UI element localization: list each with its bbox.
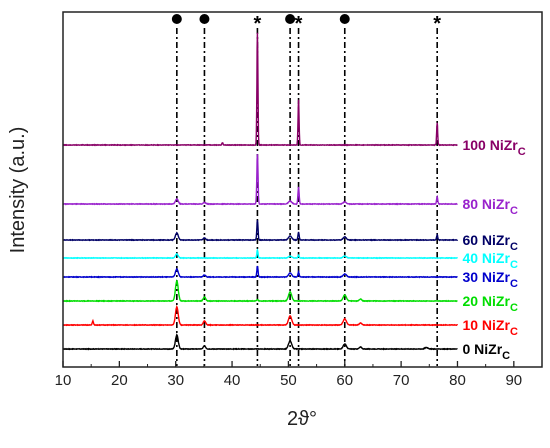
x-tick-label: 70 [393, 372, 410, 389]
reference-lines [176, 28, 438, 366]
series-label: 60 NiZrC [462, 232, 517, 253]
y-axis-title: Intensity (a.u.) [7, 127, 29, 254]
x-tick-label: 50 [280, 372, 297, 389]
star-marker: * [295, 13, 303, 35]
x-tick-label: 10 [55, 372, 72, 389]
series-label: 0 NiZrC [462, 341, 510, 362]
x-tick-label: 90 [505, 372, 522, 389]
series-label: 40 NiZrC [462, 250, 517, 271]
series-label: 100 NiZrC [462, 137, 525, 158]
circle-marker [285, 14, 296, 24]
series-line [62, 265, 458, 279]
series-line [62, 333, 458, 351]
reference-markers: * * * [171, 13, 441, 35]
series-line [62, 279, 458, 303]
x-tick-label: 20 [111, 372, 128, 389]
series-label: 20 NiZrC [462, 293, 517, 314]
x-tick-label: 60 [336, 372, 353, 389]
x-tick-label: 40 [224, 372, 241, 389]
series-line [62, 248, 458, 260]
series-label: 10 NiZrC [462, 317, 517, 338]
x-tick-label: 30 [167, 372, 184, 389]
series-line [62, 32, 458, 147]
series-line [62, 219, 459, 242]
circle-marker [199, 14, 210, 24]
series-label: 80 NiZrC [462, 196, 517, 217]
plot-frame [62, 11, 543, 368]
series-line [62, 304, 459, 327]
series-line [63, 154, 458, 206]
series-label: 30 NiZrC [462, 269, 517, 290]
star-marker: * [433, 13, 441, 35]
star-marker: * [254, 13, 262, 35]
x-axis-title: 2ϑ° [287, 408, 317, 430]
x-axis-ticks: 10 20 30 40 50 60 70 80 90 [55, 361, 522, 389]
circle-marker [339, 14, 350, 24]
circle-marker [171, 14, 182, 24]
x-tick-label: 80 [449, 372, 466, 389]
series-curves [62, 32, 459, 351]
